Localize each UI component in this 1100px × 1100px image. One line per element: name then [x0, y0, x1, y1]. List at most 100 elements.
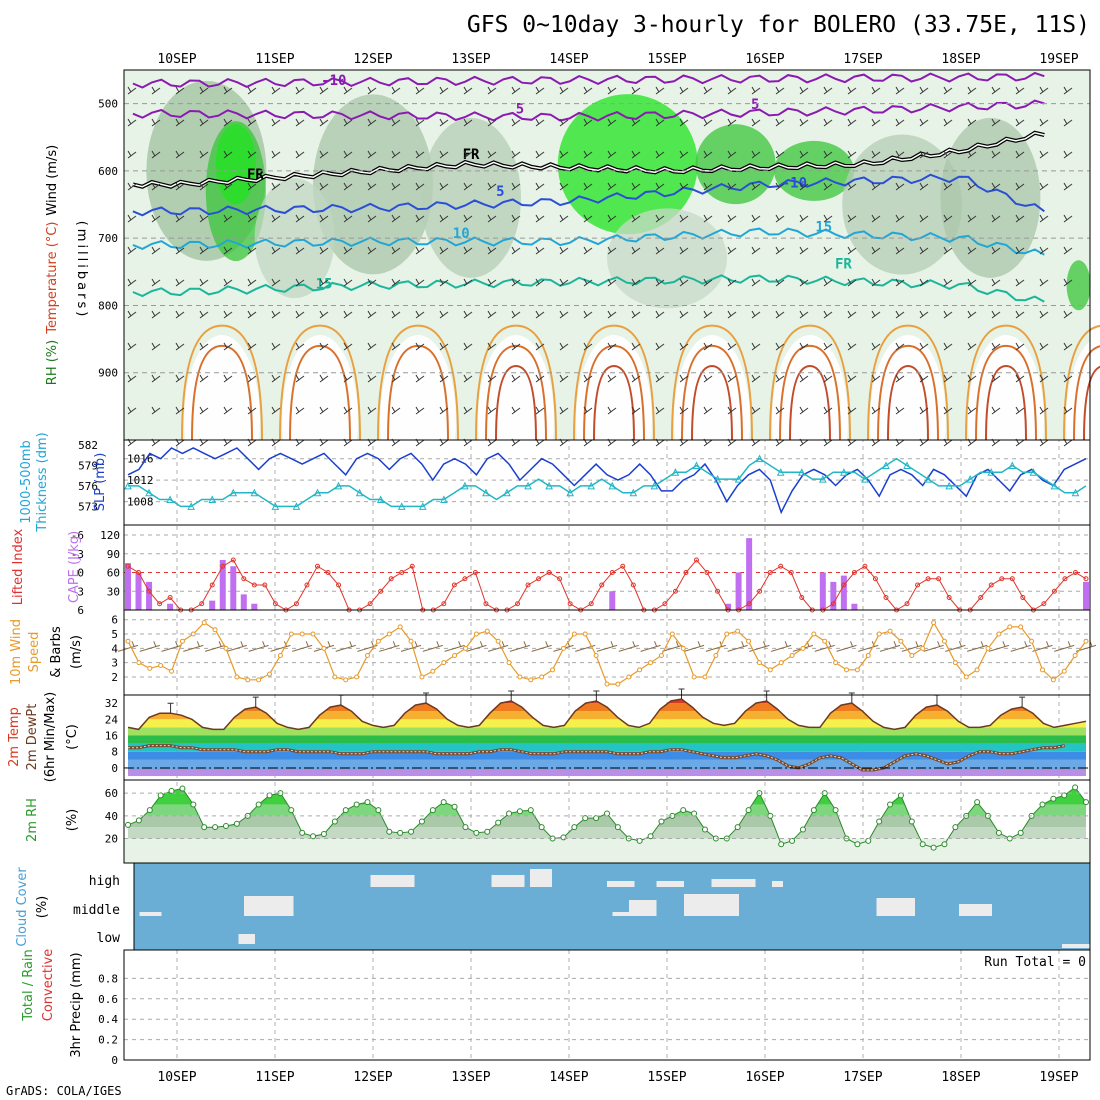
- wind-barb: [1015, 310, 1025, 319]
- wind-barb: [223, 150, 233, 159]
- lifted-index-point: [799, 595, 805, 600]
- wind10-speed-point: [484, 628, 490, 634]
- wind-barb: [847, 118, 857, 127]
- wind-ylabel-a: 10m Wind: [9, 619, 24, 685]
- lifted-index-point: [704, 570, 710, 575]
- wind-barb: [151, 374, 161, 383]
- wind-barb: [847, 374, 857, 383]
- wind-barb: [823, 310, 833, 319]
- cape-ytick-30: 30: [107, 585, 120, 598]
- wind10-speed-point: [343, 677, 349, 683]
- wind-barb: [751, 310, 761, 319]
- cape-bar: [240, 594, 247, 610]
- rh2m-point: [473, 829, 480, 836]
- wind-barb: [343, 118, 353, 127]
- cloud-cell-14: [772, 881, 783, 887]
- wind-barb: [271, 86, 281, 95]
- wind-barb: [223, 246, 233, 255]
- wind-barb: [679, 182, 689, 191]
- wind10-speed-point: [495, 638, 501, 644]
- wind-barb: [919, 406, 929, 415]
- wind-barb: [799, 278, 809, 287]
- thickness-point: [418, 502, 427, 510]
- temp-arch-6-0: [769, 324, 851, 441]
- wind-barb: [175, 406, 185, 415]
- wind-barb: [871, 374, 881, 383]
- wind-barb: [919, 86, 929, 95]
- wind-barb: [175, 342, 185, 351]
- cape-bar: [819, 572, 826, 610]
- wind-ytick-3: 3: [111, 657, 118, 670]
- wind-barb: [631, 214, 641, 223]
- thickness-point: [903, 461, 911, 469]
- thickness-point: [650, 481, 659, 490]
- wind-barb: [967, 86, 977, 95]
- precip-ytick-0.8: 0.8: [98, 972, 118, 985]
- wind-barb: [199, 310, 209, 319]
- wind10-speed-point: [277, 653, 283, 659]
- wind-barb: [679, 150, 689, 159]
- wind-barb: [799, 310, 809, 319]
- wind-barb: [343, 342, 353, 351]
- wind-barb: [583, 118, 593, 127]
- wind-barb: [535, 278, 545, 287]
- wind-barb: [223, 310, 233, 319]
- rh2m-point: [1050, 795, 1057, 802]
- wind-barb: [367, 374, 377, 383]
- wind-barb: [823, 374, 833, 383]
- wind10-speed-point: [1007, 624, 1013, 630]
- wind-barb: [1015, 86, 1025, 95]
- temp-contour-15: [132, 274, 1045, 303]
- wind-barb: [895, 310, 905, 319]
- wind-barb: [991, 182, 1001, 191]
- lifted-index-point: [999, 576, 1005, 582]
- wind-barb: [607, 150, 617, 159]
- wind-barb: [319, 406, 329, 415]
- wind-barb: [943, 374, 953, 383]
- wind-barb: [463, 86, 473, 95]
- ua-ylabel: RH (%) Temperature (°C) Wind (m/s): [45, 145, 60, 385]
- thk-ylabel-a: 1000-500mb: [19, 440, 34, 524]
- wind-barb: [511, 374, 521, 383]
- wind-barb: [415, 310, 425, 319]
- wind-barb: [199, 118, 209, 127]
- lifted-index-point: [451, 582, 457, 588]
- wind10-barb: [923, 641, 944, 652]
- plume-7: [870, 335, 946, 505]
- rh2m-point: [484, 828, 491, 835]
- wind-barb: [319, 246, 329, 255]
- wind-barb: [799, 246, 809, 255]
- wind-barb: [991, 374, 1001, 383]
- wind10-speed-point: [441, 660, 447, 666]
- wind-barb: [223, 214, 233, 223]
- wind-barb: [559, 342, 569, 351]
- wind-barb: [199, 342, 209, 351]
- rh2m-point: [691, 810, 698, 817]
- wind-barb: [319, 214, 329, 223]
- wind-barb: [871, 278, 881, 287]
- wind-barb: [319, 374, 329, 383]
- wind-barb: [1039, 342, 1049, 351]
- wind-barb: [295, 86, 305, 95]
- temp-minmax-whisker: [508, 690, 515, 702]
- wind10-speed-point: [397, 624, 403, 630]
- wind-barb: [175, 86, 185, 95]
- wind-barb: [439, 246, 449, 255]
- rh2m-point: [375, 807, 382, 814]
- wind10-speed-point: [386, 631, 392, 637]
- wind-barb: [871, 214, 881, 223]
- wind10-barb: [988, 641, 1010, 652]
- wind-barb: [511, 310, 521, 319]
- wind10-speed-point: [1018, 624, 1024, 630]
- wind10-speed-point: [169, 668, 175, 674]
- wind-barb: [271, 182, 281, 191]
- temp-band-5: [128, 727, 1086, 736]
- rh-shade-8: [842, 134, 963, 275]
- lifted-index-point: [167, 595, 173, 600]
- cape-ytick-60: 60: [107, 567, 120, 580]
- wind-barb: [967, 310, 977, 319]
- wind-barb: [823, 214, 833, 223]
- ua-ytick-900: 900: [98, 367, 118, 380]
- wind-barb: [727, 310, 737, 319]
- upper-air-panel: -10 5 5 5 -10 10 15 15 FR FR FR 500 600 700 800 900 RH (…: [45, 69, 1100, 505]
